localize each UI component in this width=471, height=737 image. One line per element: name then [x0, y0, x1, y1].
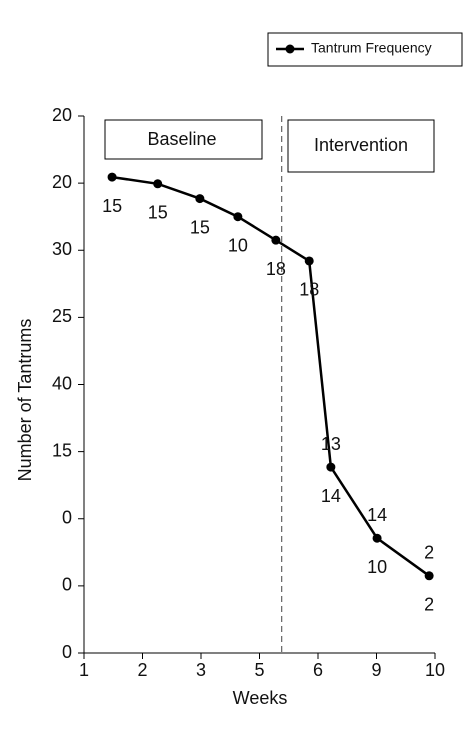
data-point	[195, 194, 205, 204]
data-point	[153, 179, 163, 189]
x-tick-label: 6	[313, 660, 323, 680]
point-label: 14	[321, 486, 341, 506]
point-label: 10	[228, 235, 248, 255]
y-tick-label: 0	[62, 508, 72, 528]
point-label: 15	[148, 203, 168, 223]
y-tick-label: 0	[62, 642, 72, 662]
data-point	[304, 256, 314, 266]
legend-label: Tantrum Frequency	[311, 40, 432, 56]
y-axis-title: Number of Tantrums	[15, 319, 35, 482]
phase-box	[287, 119, 435, 173]
data-point	[233, 212, 243, 222]
point-label: 10	[367, 557, 387, 577]
x-tick-label: 9	[371, 660, 381, 680]
phase-box	[104, 119, 263, 160]
x-tick-label: 5	[254, 660, 264, 680]
point-label: 18	[266, 259, 286, 279]
legend-marker	[285, 44, 295, 54]
point-label: 15	[190, 217, 210, 237]
phase-label: Baseline	[147, 129, 216, 149]
x-tick-label: 3	[196, 660, 206, 680]
point-label: 18	[299, 280, 319, 300]
x-axis-title: Weeks	[233, 688, 288, 708]
data-point	[326, 462, 336, 472]
y-tick-label: 20	[52, 172, 72, 192]
y-tick-label: 15	[52, 440, 72, 460]
phase-label: Intervention	[314, 135, 408, 155]
data-point	[107, 172, 117, 182]
y-tick-label: 20	[52, 105, 72, 125]
x-tick-label: 1	[79, 660, 89, 680]
data-point	[372, 533, 382, 543]
point-label: 13	[321, 434, 341, 454]
x-tick-label: 2	[137, 660, 147, 680]
point-label: 2	[424, 595, 434, 615]
point-label: 14	[367, 505, 387, 525]
point-label: 15	[102, 196, 122, 216]
data-point	[424, 571, 434, 581]
y-tick-label: 0	[62, 575, 72, 595]
y-tick-label: 30	[52, 239, 72, 259]
point-label: 2	[424, 543, 434, 563]
y-tick-label: 25	[52, 306, 72, 326]
y-tick-label: 40	[52, 373, 72, 393]
x-tick-label: 10	[425, 660, 445, 680]
data-point	[271, 235, 281, 245]
